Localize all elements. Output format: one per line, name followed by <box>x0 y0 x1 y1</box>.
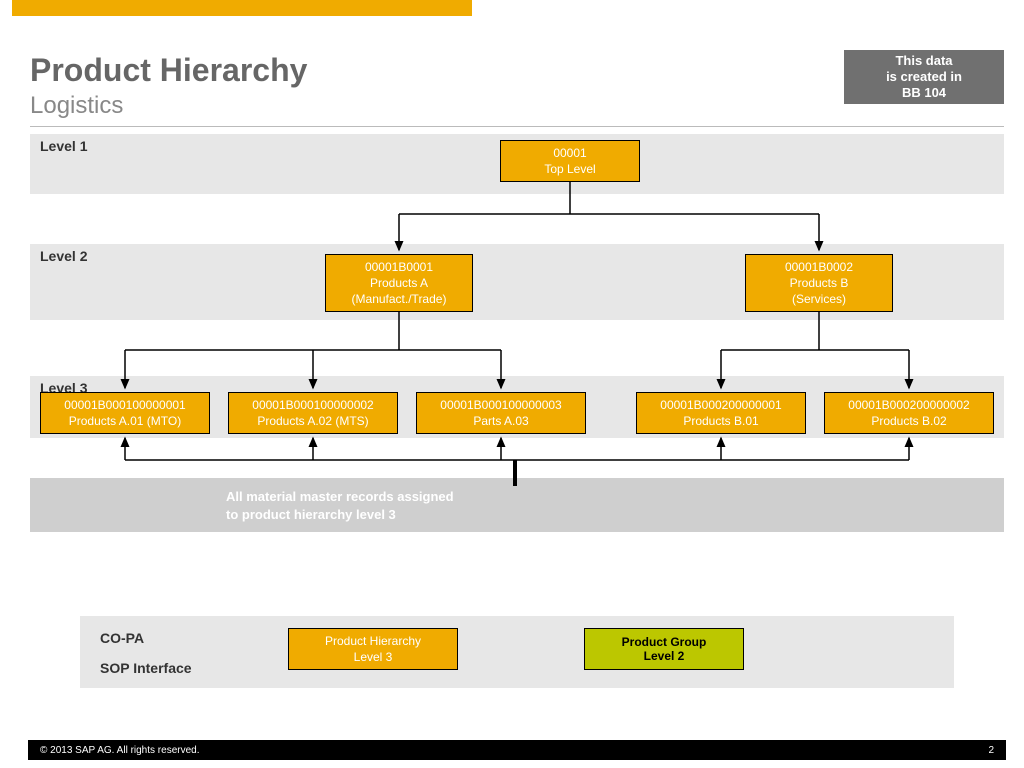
node-root-label: Top Level <box>544 161 595 177</box>
level2-label: Level 2 <box>40 248 87 264</box>
node-l2b-label1: Products B <box>790 275 849 291</box>
node-l3a-label: Products A.01 (MTO) <box>69 413 181 429</box>
node-l3e-label: Products B.02 <box>871 413 946 429</box>
callout-line2: is created in <box>886 69 962 85</box>
node-l2a: 00001B0001 Products A (Manufact./Trade) <box>325 254 473 312</box>
node-l3c-code: 00001B000100000003 <box>440 397 561 413</box>
footer-ph-box: Product Hierarchy Level 3 <box>288 628 458 670</box>
node-l3c: 00001B000100000003 Parts A.03 <box>416 392 586 434</box>
node-l2a-label2: (Manufact./Trade) <box>352 291 447 307</box>
footer-pg-line2: Level 2 <box>644 649 685 663</box>
page-number: 2 <box>988 745 994 756</box>
node-l3a-code: 00001B000100000001 <box>64 397 185 413</box>
node-l2b-code: 00001B0002 <box>785 259 853 275</box>
footer-label-sop: SOP Interface <box>100 660 192 676</box>
note-band <box>30 478 1004 532</box>
level1-label: Level 1 <box>40 138 87 154</box>
footer-band <box>80 616 954 688</box>
note-text: All material master records assigned to … <box>226 488 454 523</box>
node-l3a: 00001B000100000001 Products A.01 (MTO) <box>40 392 210 434</box>
callout-line3: BB 104 <box>902 85 946 101</box>
node-l3d: 00001B000200000001 Products B.01 <box>636 392 806 434</box>
footer-ph-line1: Product Hierarchy <box>325 633 421 649</box>
node-l2b: 00001B0002 Products B (Services) <box>745 254 893 312</box>
copyright-bar: © 2013 SAP AG. All rights reserved. 2 <box>28 740 1006 760</box>
node-l2a-label1: Products A <box>370 275 428 291</box>
page-subtitle: Logistics <box>30 92 123 120</box>
page-title: Product Hierarchy <box>30 52 307 89</box>
callout-line1: This data <box>895 53 952 69</box>
callout-box: This data is created in BB 104 <box>844 50 1004 104</box>
node-l3b-label: Products A.02 (MTS) <box>257 413 368 429</box>
node-l3d-code: 00001B000200000001 <box>660 397 781 413</box>
footer-label-copa: CO-PA <box>100 630 144 646</box>
note-line2: to product hierarchy level 3 <box>226 506 454 524</box>
header-divider <box>30 126 1004 127</box>
node-l3b: 00001B000100000002 Products A.02 (MTS) <box>228 392 398 434</box>
node-l3c-label: Parts A.03 <box>473 413 528 429</box>
copyright-text: © 2013 SAP AG. All rights reserved. <box>40 745 200 756</box>
node-l2a-code: 00001B0001 <box>365 259 433 275</box>
node-root: 00001 Top Level <box>500 140 640 182</box>
footer-pg-box: Product Group Level 2 <box>584 628 744 670</box>
footer-pg-line1: Product Group <box>622 635 707 649</box>
node-l3e: 00001B000200000002 Products B.02 <box>824 392 994 434</box>
node-l3e-code: 00001B000200000002 <box>848 397 969 413</box>
note-line1: All material master records assigned <box>226 488 454 506</box>
footer-ph-line2: Level 3 <box>354 649 393 665</box>
node-l3b-code: 00001B000100000002 <box>252 397 373 413</box>
node-l3d-label: Products B.01 <box>683 413 758 429</box>
node-root-code: 00001 <box>553 145 586 161</box>
top-accent-bar <box>12 0 472 16</box>
node-l2b-label2: (Services) <box>792 291 846 307</box>
